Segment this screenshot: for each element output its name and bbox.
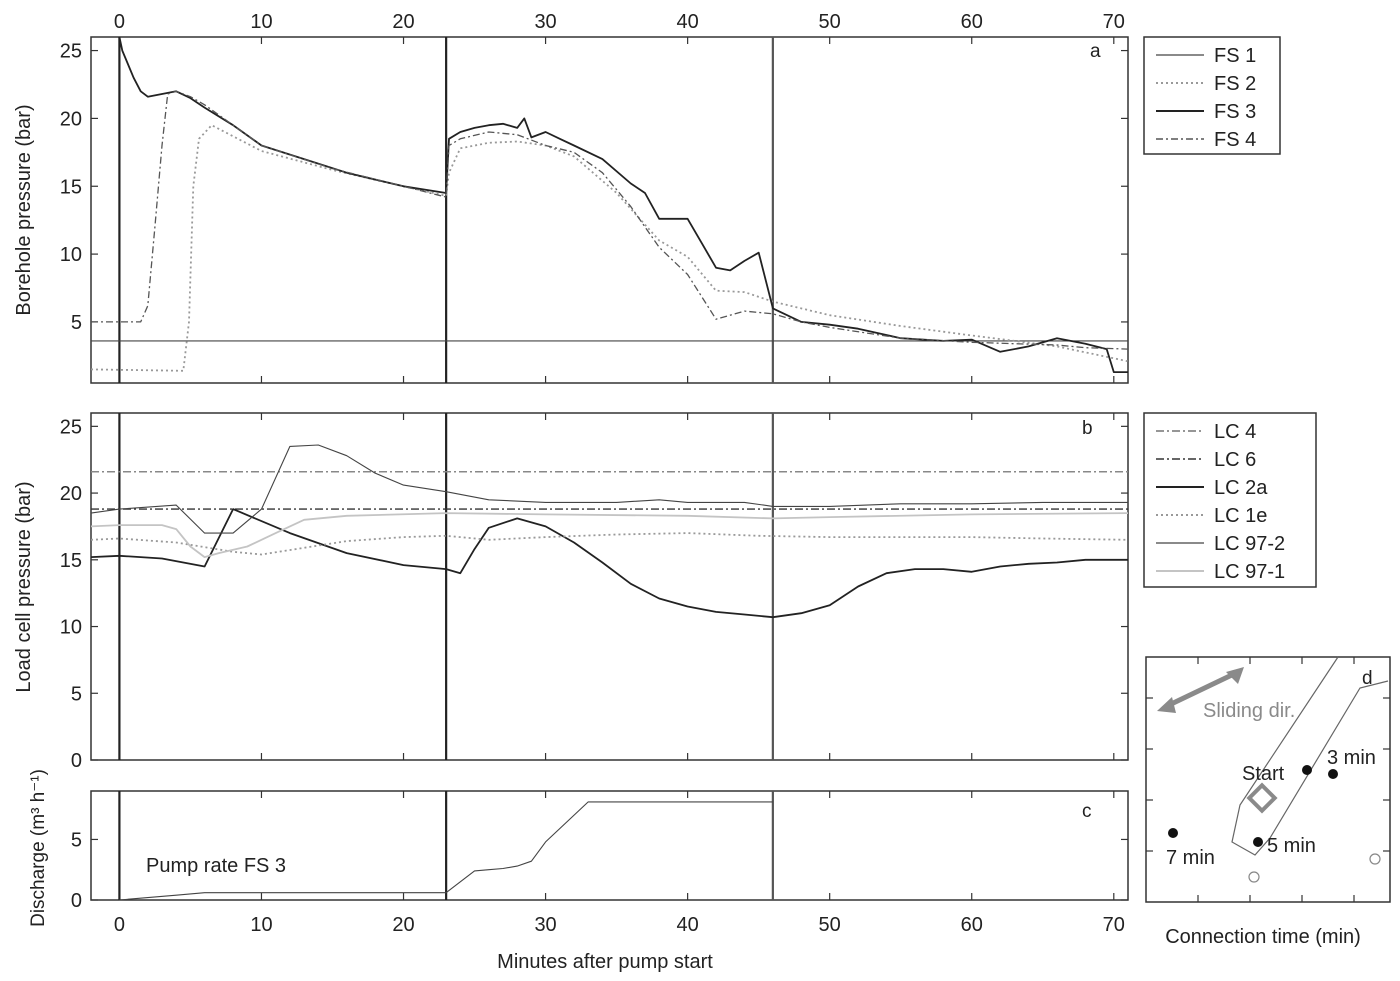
panel-b-frame <box>90 412 1129 761</box>
sliding-direction-label: Sliding dir. <box>1203 700 1295 722</box>
legend-label-lc-4: LC 4 <box>1214 421 1256 443</box>
y-tick-label-b-5: 5 <box>71 683 82 705</box>
y-tick-label-b-25: 25 <box>60 416 82 438</box>
x-tick-label-0: 0 <box>114 914 125 936</box>
x-tick-label-top-40: 40 <box>677 11 699 33</box>
x-tick-label-10: 10 <box>250 914 272 936</box>
label-7min: 7 min <box>1166 847 1215 869</box>
panel-b: 0 5 10 15 20 25 b Load cell pressure (bar) <box>13 412 1129 772</box>
legend-label-fs-3: FS 3 <box>1214 101 1256 123</box>
y-tick-label-a-10: 10 <box>60 244 82 266</box>
label-start: Start <box>1242 763 1285 785</box>
legend-label-fs-1: FS 1 <box>1214 45 1256 67</box>
x-tick-label-30: 30 <box>534 914 556 936</box>
label-5min: 5 min <box>1267 835 1316 857</box>
series-lc-97-1 <box>90 512 1129 558</box>
x-tick-label-top-50: 50 <box>819 11 841 33</box>
panel-c-frame <box>90 790 1129 901</box>
legend-label-fs-4: FS 4 <box>1214 129 1256 151</box>
x-tick-label-top-60: 60 <box>961 11 983 33</box>
y-tick-label-a-20: 20 <box>60 108 82 130</box>
point-7min <box>1168 828 1178 838</box>
x-tick-label-50: 50 <box>819 914 841 936</box>
series-fs-3 <box>118 36 1128 374</box>
legend-label-lc-97-1: LC 97-1 <box>1214 561 1285 583</box>
series-pump-rate-fs-3 <box>119 801 773 901</box>
panel-label-d: d <box>1362 668 1373 689</box>
x-tick-label-40: 40 <box>677 914 699 936</box>
y-tick-label-c-5: 5 <box>71 829 82 851</box>
point-start <box>1302 765 1312 775</box>
legend-label-fs-2: FS 2 <box>1214 73 1256 95</box>
y-tick-label-b-0: 0 <box>71 750 82 772</box>
series-lc-1e <box>90 532 1129 556</box>
panel-d-xlabel: Connection time (min) <box>1165 926 1361 948</box>
panel-a: 0 10 20 30 40 50 60 70 5 10 15 20 25 a Borehole pre… <box>13 11 1129 384</box>
pump-rate-annotation: Pump rate FS 3 <box>146 855 286 877</box>
point-open-1 <box>1248 871 1260 883</box>
x-tick-label-top-10: 10 <box>250 11 272 33</box>
series-lc-97-2 <box>90 444 1128 534</box>
panel-d-frame <box>1145 656 1391 903</box>
sliding-direction-arrow <box>1157 667 1244 713</box>
x-tick-label-top-30: 30 <box>534 11 556 33</box>
series-fs-4 <box>91 90 1129 350</box>
x-tick-label-top-0: 0 <box>114 11 125 33</box>
legend-label-lc-1e: LC 1e <box>1214 505 1267 527</box>
x-tick-label-20: 20 <box>392 914 414 936</box>
borehole-marker <box>1246 782 1278 814</box>
panel-a-frame <box>90 36 1129 384</box>
legend-label-lc-6: LC 6 <box>1214 449 1256 471</box>
panel-label-a: a <box>1090 41 1101 62</box>
panel-a-ylabel: Borehole pressure (bar) <box>13 104 35 315</box>
legend-b: LC 4 LC 6 LC 2a LC 1e LC 97-2 LC 97-1 <box>1143 412 1317 588</box>
panel-b-ylabel: Load cell pressure (bar) <box>13 481 35 692</box>
series-fs-2 <box>90 124 1129 372</box>
y-tick-label-a-5: 5 <box>71 312 82 334</box>
y-tick-label-a-25: 25 <box>60 41 82 63</box>
panel-label-b: b <box>1082 418 1093 439</box>
y-tick-label-c-0: 0 <box>71 890 82 912</box>
channel-outline <box>1231 656 1389 856</box>
panel-label-c: c <box>1082 801 1092 822</box>
panel-c-ylabel: Discharge (m³ h⁻¹) <box>28 769 49 927</box>
legend-a: FS 1 FS 2 FS 3 FS 4 <box>1143 36 1281 155</box>
point-3min <box>1328 769 1338 779</box>
y-tick-label-b-20: 20 <box>60 483 82 505</box>
y-tick-label-a-15: 15 <box>60 176 82 198</box>
x-tick-labels-bottom: 0 10 20 30 40 50 60 70 <box>114 914 1125 936</box>
x-tick-label-70: 70 <box>1103 914 1125 936</box>
legend-label-lc-2a: LC 2a <box>1214 477 1268 499</box>
x-tick-label-top-20: 20 <box>392 11 414 33</box>
point-open-2 <box>1369 853 1381 865</box>
x-tick-label-60: 60 <box>961 914 983 936</box>
x-axis-label: Minutes after pump start <box>497 951 713 973</box>
panel-d: Sliding dir. d 3 min Start 5 min 7 min C… <box>1145 656 1391 948</box>
series-lc-2a <box>90 508 1128 619</box>
point-5min <box>1253 837 1263 847</box>
y-tick-label-b-15: 15 <box>60 550 82 572</box>
x-tick-label-top-70: 70 <box>1103 11 1125 33</box>
y-tick-label-b-10: 10 <box>60 617 82 639</box>
panel-c-ylabel-text: Discharge (m³ h⁻¹) <box>28 769 49 927</box>
panel-d-ticks <box>1146 657 1390 902</box>
legend-label-lc-97-2: LC 97-2 <box>1214 533 1285 555</box>
panel-c: 0 5 c Pump rate FS 3 Discharge (m³ h⁻¹) <box>28 769 1129 927</box>
label-3min: 3 min <box>1327 747 1376 769</box>
